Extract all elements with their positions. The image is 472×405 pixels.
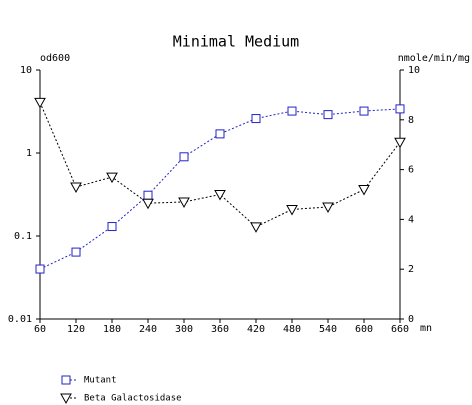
y-tick-label: 0.01 — [8, 314, 32, 325]
marker — [107, 222, 117, 232]
marker — [359, 106, 369, 116]
chart-title: Minimal Medium — [173, 33, 299, 51]
legend-marker — [61, 375, 71, 385]
x-tick-label: 600 — [355, 324, 373, 335]
y2-tick-label: 8 — [408, 115, 414, 126]
marker — [178, 197, 190, 208]
legend-label: Mutant — [84, 376, 117, 386]
marker — [214, 190, 226, 201]
x-tick-label: 240 — [139, 324, 157, 335]
marker — [394, 137, 406, 149]
y-tick-label: 0.1 — [14, 231, 32, 242]
marker — [70, 182, 82, 194]
marker — [323, 110, 333, 120]
y-tick-label: 10 — [20, 65, 32, 76]
series-line — [39, 102, 401, 228]
y2-tick-label: 0 — [408, 314, 414, 325]
x-tick-label: 420 — [247, 324, 265, 335]
y2-tick-label: 6 — [408, 165, 414, 176]
marker — [34, 97, 46, 109]
x-tick-label: 660 — [391, 324, 409, 335]
marker — [286, 204, 298, 216]
x-tick-label: 300 — [175, 324, 193, 335]
y-axis-label: od600 — [40, 53, 70, 64]
marker — [179, 152, 189, 162]
marker — [395, 104, 405, 114]
marker — [215, 129, 225, 139]
marker — [322, 202, 334, 213]
x-tick-label: 120 — [67, 324, 85, 335]
marker — [250, 222, 262, 233]
y-tick-label: 1 — [26, 148, 32, 159]
marker — [142, 198, 154, 210]
x-axis-label: mn — [420, 323, 432, 334]
legend-label: Beta Galactosidase — [84, 394, 182, 404]
y2-tick-label: 2 — [408, 264, 414, 275]
x-tick-label: 180 — [103, 324, 121, 335]
series-line — [39, 108, 401, 270]
x-tick-label: 360 — [211, 324, 229, 335]
marker — [35, 264, 45, 274]
marker — [143, 190, 153, 200]
marker — [251, 114, 261, 124]
marker — [358, 185, 370, 196]
marker — [71, 247, 81, 257]
y2-tick-label: 10 — [408, 65, 420, 76]
x-tick-label: 480 — [283, 324, 301, 335]
y2-axis-label: nmole/min/mg — [398, 53, 470, 64]
x-tick-label: 540 — [319, 324, 337, 335]
legend-marker — [60, 393, 72, 405]
marker — [106, 172, 118, 184]
y2-tick-label: 4 — [408, 214, 414, 225]
marker — [287, 106, 297, 116]
x-tick-label: 60 — [34, 324, 46, 335]
